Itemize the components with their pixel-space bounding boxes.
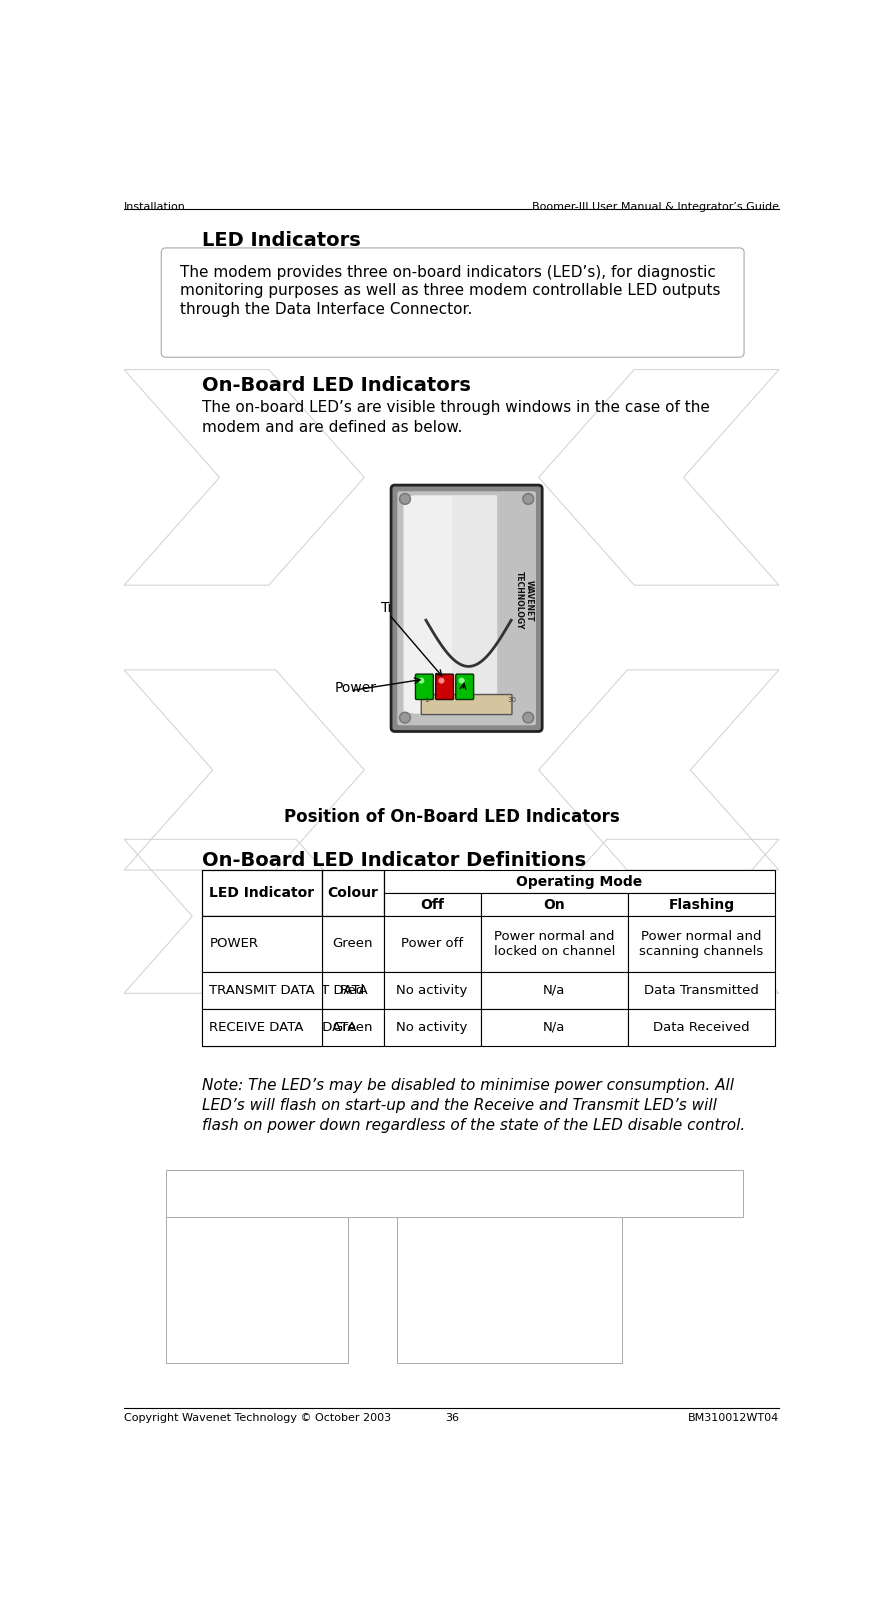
- Bar: [202, 972, 322, 1009]
- Text: POWER: POWER: [262, 937, 311, 951]
- Text: N/a: N/a: [543, 1020, 566, 1033]
- Text: LED’s will flash on start-up and the Receive and Transmit LED’s will: LED’s will flash on start-up and the Rec…: [202, 1099, 716, 1113]
- FancyBboxPatch shape: [397, 491, 536, 725]
- Text: TRANSMIT DATA: TRANSMIT DATA: [262, 983, 367, 996]
- Text: LED Indicators: LED Indicators: [202, 231, 360, 250]
- Bar: [384, 1009, 480, 1046]
- Text: 1: 1: [425, 696, 429, 703]
- Text: monitoring purposes as well as three modem controllable LED outputs: monitoring purposes as well as three mod…: [180, 284, 721, 298]
- Text: through the Data Interface Connector.: through the Data Interface Connector.: [180, 302, 472, 318]
- Bar: [384, 972, 480, 1009]
- Bar: [480, 972, 628, 1009]
- Text: The modem provides three on-board indicators (LED’s), for diagnostic: The modem provides three on-board indica…: [180, 265, 715, 279]
- Text: WAVENET
TECHNOLOGY: WAVENET TECHNOLOGY: [515, 571, 534, 630]
- Circle shape: [419, 678, 424, 683]
- Bar: [396, 1216, 622, 1363]
- Text: Note: The LED’s may be disabled to minimise power consumption. All: Note: The LED’s may be disabled to minim…: [202, 1078, 734, 1092]
- Text: TRANSMIT DATA: TRANSMIT DATA: [210, 983, 315, 996]
- Bar: [322, 869, 384, 916]
- Text: Operating Mode: Operating Mode: [516, 874, 642, 889]
- Text: On: On: [544, 898, 565, 911]
- FancyBboxPatch shape: [416, 674, 433, 699]
- Bar: [322, 972, 384, 1009]
- Text: POWER: POWER: [210, 937, 258, 951]
- FancyBboxPatch shape: [161, 249, 744, 358]
- Bar: [322, 1009, 384, 1046]
- Bar: [166, 1171, 744, 1216]
- Text: Green: Green: [332, 1020, 373, 1033]
- Circle shape: [400, 494, 411, 504]
- Text: Transmit: Transmit: [381, 600, 441, 614]
- Text: Data Received: Data Received: [653, 1020, 750, 1033]
- Bar: [480, 1009, 628, 1046]
- Text: LED Indicator: LED Indicator: [209, 885, 315, 900]
- Bar: [166, 1216, 348, 1363]
- Bar: [202, 916, 322, 972]
- Circle shape: [400, 712, 411, 723]
- Bar: [202, 1009, 322, 1046]
- Text: The on-board LED’s are visible through windows in the case of the: The on-board LED’s are visible through w…: [202, 401, 709, 415]
- Text: Boomer-III User Manual & Integrator’s Guide: Boomer-III User Manual & Integrator’s Gu…: [532, 202, 779, 212]
- Text: Position of On-Board LED Indicators: Position of On-Board LED Indicators: [284, 808, 619, 826]
- Text: Power normal and
locked on channel: Power normal and locked on channel: [493, 930, 615, 958]
- Text: Off: Off: [420, 898, 444, 911]
- Text: RECEIVE DATA: RECEIVE DATA: [210, 1020, 304, 1033]
- Text: No activity: No activity: [396, 1020, 468, 1033]
- Bar: [628, 1009, 775, 1046]
- Text: Copyright Wavenet Technology © October 2003: Copyright Wavenet Technology © October 2…: [124, 1413, 391, 1423]
- Bar: [384, 869, 775, 893]
- Circle shape: [524, 714, 532, 722]
- Bar: [322, 916, 384, 972]
- Bar: [322, 869, 384, 916]
- Text: No activity: No activity: [396, 983, 468, 996]
- Text: Green: Green: [332, 937, 373, 951]
- Text: On-Board LED Indicators: On-Board LED Indicators: [202, 375, 470, 395]
- Bar: [628, 972, 775, 1009]
- Circle shape: [401, 496, 409, 502]
- Circle shape: [439, 678, 444, 683]
- Bar: [480, 893, 628, 916]
- Bar: [202, 869, 322, 916]
- Bar: [480, 916, 628, 972]
- Text: 30: 30: [507, 696, 516, 703]
- FancyBboxPatch shape: [391, 484, 542, 731]
- Text: Data Transmitted: Data Transmitted: [644, 983, 759, 996]
- Bar: [202, 869, 322, 916]
- Bar: [202, 972, 322, 1009]
- Bar: [202, 1009, 322, 1046]
- Text: 36: 36: [445, 1413, 459, 1423]
- Text: Colour: Colour: [327, 885, 378, 900]
- FancyBboxPatch shape: [435, 674, 454, 699]
- Bar: [384, 893, 480, 916]
- Text: Power off: Power off: [401, 937, 463, 951]
- Circle shape: [459, 678, 464, 683]
- Text: Power normal and
scanning channels: Power normal and scanning channels: [640, 930, 764, 958]
- FancyBboxPatch shape: [413, 496, 497, 714]
- Text: Red: Red: [340, 983, 366, 996]
- FancyBboxPatch shape: [403, 496, 452, 714]
- Bar: [628, 916, 775, 972]
- Text: N/a: N/a: [543, 983, 566, 996]
- Text: Power: Power: [335, 682, 377, 696]
- Text: BM310012WT04: BM310012WT04: [688, 1413, 779, 1423]
- Text: Installation: Installation: [124, 202, 186, 212]
- Circle shape: [401, 714, 409, 722]
- Text: flash on power down regardless of the state of the LED disable control.: flash on power down regardless of the st…: [202, 1118, 744, 1132]
- Text: modem and are defined as below.: modem and are defined as below.: [202, 420, 462, 435]
- Text: RECEIVE DATA: RECEIVE DATA: [262, 1020, 356, 1033]
- FancyBboxPatch shape: [421, 695, 512, 714]
- Bar: [628, 893, 775, 916]
- Circle shape: [524, 496, 532, 502]
- FancyBboxPatch shape: [455, 674, 474, 699]
- Circle shape: [522, 494, 534, 504]
- Bar: [384, 916, 480, 972]
- Bar: [202, 916, 322, 972]
- Circle shape: [522, 712, 534, 723]
- Text: Flashing: Flashing: [669, 898, 735, 911]
- Text: On-Board LED Indicator Definitions: On-Board LED Indicator Definitions: [202, 850, 586, 869]
- Text: Receive: Receive: [459, 682, 513, 696]
